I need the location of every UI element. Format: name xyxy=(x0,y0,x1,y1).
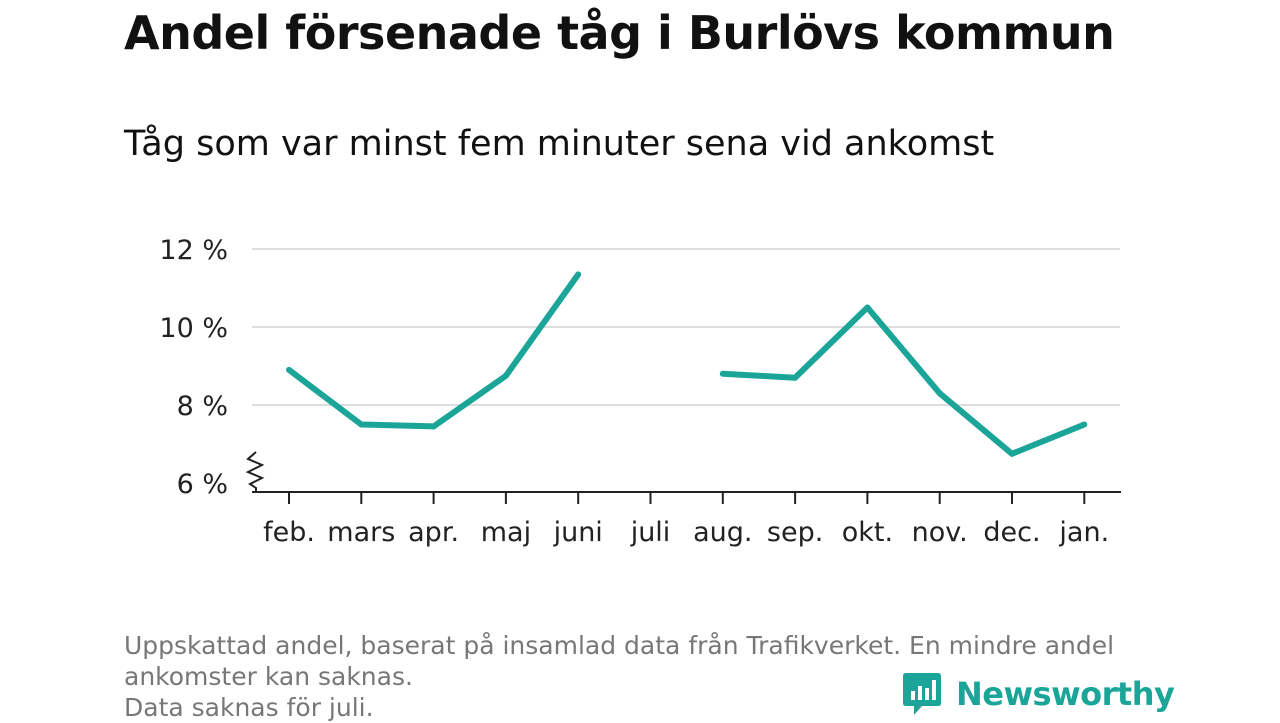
axis-break-icon xyxy=(245,451,265,493)
footnote-line-2: ankomster kan saknas. xyxy=(124,662,413,691)
y-tick-label: 12 % xyxy=(159,235,228,266)
y-tick-label: 6 % xyxy=(177,469,228,500)
data-point xyxy=(936,390,943,397)
x-tick-label: okt. xyxy=(842,517,893,548)
x-tick-label: feb. xyxy=(263,517,315,548)
logo-text: Newsworthy xyxy=(956,675,1175,713)
x-tick-label: juli xyxy=(630,517,671,548)
x-tick-label: jan. xyxy=(1058,517,1109,548)
footnote: Uppskattad andel, baserat på insamlad da… xyxy=(124,630,1164,723)
x-tick-label: apr. xyxy=(408,517,459,548)
series-line xyxy=(287,272,581,430)
data-point xyxy=(575,271,582,278)
y-tick-label: 10 % xyxy=(159,313,228,344)
data-point xyxy=(1081,421,1088,428)
series-line xyxy=(722,304,1086,457)
x-tick-label: maj xyxy=(481,517,531,548)
y-tick-label: 8 % xyxy=(177,391,228,422)
data-point xyxy=(864,304,871,311)
data-point xyxy=(286,366,292,373)
x-tick-label: sep. xyxy=(767,517,823,548)
footnote-line-3: Data saknas för juli. xyxy=(124,693,374,722)
data-point xyxy=(1009,450,1015,457)
footnote-line-1: Uppskattad andel, baserat på insamlad da… xyxy=(124,631,1115,660)
data-point xyxy=(719,370,726,377)
newsworthy-chart-bubble-icon xyxy=(903,673,941,715)
x-tick-label: mars xyxy=(327,517,395,548)
data-point xyxy=(502,372,509,379)
chart-subtitle: Tåg som var minst fem minuter sena vid a… xyxy=(124,124,995,164)
x-tick-label: dec. xyxy=(983,517,1040,548)
data-point xyxy=(792,374,799,381)
line-chart: 6 % 8 % 10 % 12 % feb. mars apr. maj juni juli aug… xyxy=(159,235,1121,548)
data-point xyxy=(430,423,437,430)
chart-title: Andel försenade tåg i Burlövs kommun xyxy=(124,6,1115,60)
x-tick-label: juni xyxy=(553,517,603,548)
newsworthy-logo: Newsworthy xyxy=(902,671,1175,717)
x-tick-label: nov. xyxy=(912,517,968,548)
x-tick-label: aug. xyxy=(693,517,752,548)
data-point xyxy=(358,421,365,428)
